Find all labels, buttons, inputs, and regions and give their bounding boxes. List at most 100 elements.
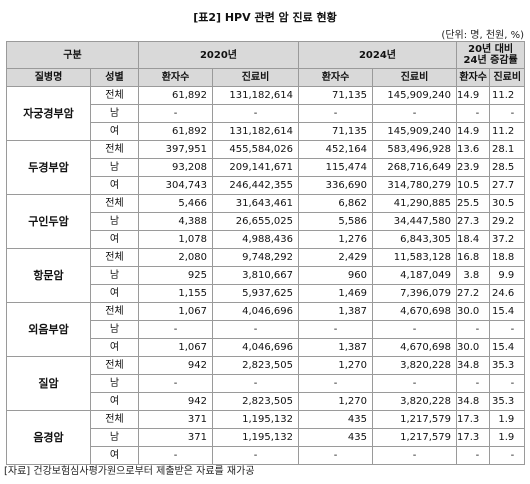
patients-2020-cell: 371 [138,428,213,447]
cost-rate-cell: 15.4 [489,302,526,321]
patients-rate-cell: 14.9 [455,122,491,141]
header-row-2: 질병명 성별 환자수 진료비 환자수 진료비 환자수 진료비 [6,68,526,87]
cost-2020-cell: 209,141,671 [212,158,299,177]
patients-2024-cell: 2,429 [298,248,373,267]
patients-rate-cell: - [455,446,491,465]
patients-2024-cell: - [298,374,373,393]
patients-2020-cell: 942 [138,392,213,411]
table-row: 여 1,078 4,988,436 1,276 6,843,305 18.4 37.2 [7,230,526,249]
patients-2024-cell: 1,276 [298,230,373,249]
header-increase-line1: 20년 대비 [468,44,514,55]
disease-name-cell: 항문암 [6,248,91,303]
cost-2020-cell: 131,182,614 [212,86,299,105]
table-row: 여 942 2,823,505 1,270 3,820,228 34.8 35.3 [7,392,526,411]
cost-rate-cell: - [489,446,526,465]
unit-note: (단위: 명, 천원, %) [441,30,524,41]
cost-2020-cell: 5,937,625 [212,284,299,303]
cost-rate-cell: 24.6 [489,284,526,303]
table-row: 여 61,892 131,182,614 71,135 145,909,240 14.9 1… [7,122,526,141]
patients-2020-cell: 5,466 [138,194,213,213]
header-sex: 성별 [90,68,139,87]
header-cost-2020: 진료비 [212,68,299,87]
header-patients-2020: 환자수 [138,68,213,87]
patients-rate-cell: 30.0 [455,338,491,357]
patients-rate-cell: 17.3 [455,428,491,447]
table-row: 남------ [7,104,526,123]
cost-2020-cell: 1,195,132 [212,410,299,429]
header-disease: 질병명 [6,68,91,87]
cost-2024-cell: 145,909,240 [372,86,457,105]
sex-cell: 여 [90,392,139,411]
cost-2024-cell: - [372,446,457,465]
patients-2024-cell: 452,164 [298,140,373,159]
cost-rate-cell: 37.2 [489,230,526,249]
cost-2024-cell: 6,843,305 [372,230,457,249]
table-row: 질암 전체 942 2,823,505 1,270 3,820,228 34.8 35.3 [6,356,526,411]
cost-2020-cell: 3,810,667 [212,266,299,285]
patients-rate-cell: 27.2 [455,284,491,303]
header-cost-rate: 진료비 [489,68,526,87]
cost-rate-cell: 15.4 [489,338,526,357]
disease-name-cell: 질암 [6,356,91,411]
sex-cell: 남 [90,428,139,447]
cost-2024-cell: 3,820,228 [372,356,457,375]
sex-cell: 남 [90,212,139,231]
patients-2020-cell: 93,208 [138,158,213,177]
patients-rate-cell: - [455,374,491,393]
table-row: 항문암 전체 2,080 9,748,292 2,429 11,583,128 16.8 18… [6,248,526,303]
sex-cell: 남 [90,266,139,285]
cost-rate-cell: 9.9 [489,266,526,285]
sex-cell: 여 [90,122,139,141]
patients-2024-cell: 336,690 [298,176,373,195]
patients-2024-cell: 1,387 [298,338,373,357]
cost-2024-cell: 4,670,698 [372,302,457,321]
cost-2024-cell: - [372,104,457,123]
sex-cell: 전체 [90,194,139,213]
cost-rate-cell: 35.3 [489,356,526,375]
sex-cell: 여 [90,176,139,195]
patients-rate-cell: 34.8 [455,392,491,411]
cost-2024-cell: - [372,320,457,339]
patients-2024-cell: 960 [298,266,373,285]
patients-2020-cell: 925 [138,266,213,285]
sex-cell: 전체 [90,356,139,375]
patients-2020-cell: 4,388 [138,212,213,231]
cost-2024-cell: 583,496,928 [372,140,457,159]
table-row: 남 93,208 209,141,671 115,474 268,716,649 23.9… [7,158,526,177]
cost-rate-cell: 28.5 [489,158,526,177]
cost-2024-cell: 34,447,580 [372,212,457,231]
patients-2020-cell: - [138,104,213,123]
patients-2020-cell: - [138,320,213,339]
cost-2020-cell: 2,823,505 [212,392,299,411]
cost-2024-cell: 4,187,049 [372,266,457,285]
cost-rate-cell: - [489,320,526,339]
table-row: 구인두암 전체 5,466 31,643,461 6,862 41,290,885 25.5… [6,194,526,249]
patients-2024-cell: 6,862 [298,194,373,213]
cost-rate-cell: 30.5 [489,194,526,213]
sex-cell: 남 [90,104,139,123]
cost-rate-cell: 28.1 [489,140,526,159]
source-footnote: [자료] 건강보험심사평가원으로부터 제출받은 자료를 재가공 [4,466,255,477]
patients-2024-cell: 435 [298,428,373,447]
cost-2024-cell: 4,670,698 [372,338,457,357]
cost-2024-cell: 268,716,649 [372,158,457,177]
cost-rate-cell: 11.2 [489,122,526,141]
cost-rate-cell: 1.9 [489,428,526,447]
cost-2020-cell: 4,046,696 [212,338,299,357]
cost-rate-cell: 29.2 [489,212,526,231]
header-group: 구분 [6,41,139,69]
cost-2020-cell: 246,442,355 [212,176,299,195]
header-increase-line2: 24년 증감률 [463,55,518,66]
header-year-2024: 2024년 [298,41,457,69]
patients-2024-cell: - [298,446,373,465]
patients-2024-cell: 435 [298,410,373,429]
sex-cell: 전체 [90,410,139,429]
patients-rate-cell: 16.8 [455,248,491,267]
patients-rate-cell: - [455,104,491,123]
patients-2020-cell: - [138,374,213,393]
patients-2020-cell: 942 [138,356,213,375]
patients-2024-cell: 71,135 [298,122,373,141]
patients-rate-cell: 25.5 [455,194,491,213]
patients-rate-cell: 3.8 [455,266,491,285]
patients-rate-cell: 17.3 [455,410,491,429]
